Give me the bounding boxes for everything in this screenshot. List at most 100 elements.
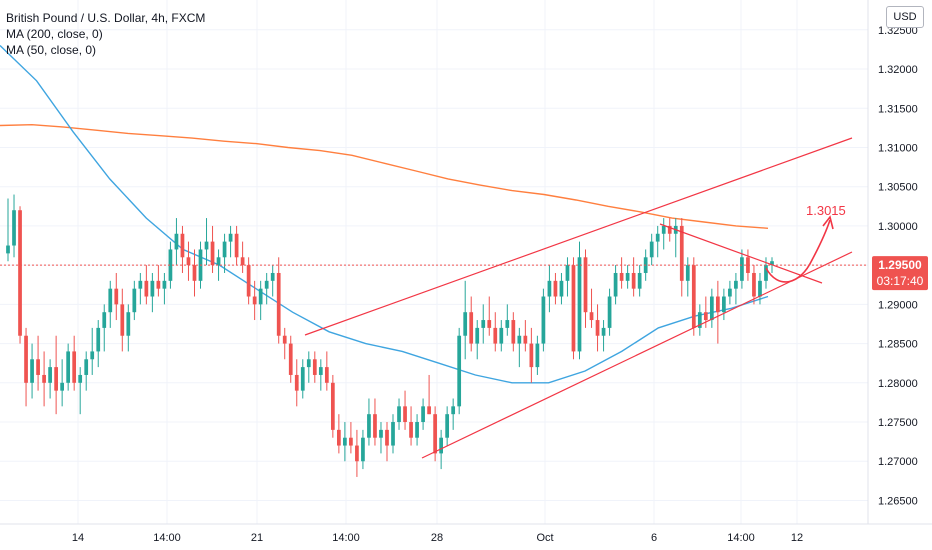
candle[interactable] (48, 359, 52, 399)
candle[interactable] (276, 257, 281, 344)
candle[interactable] (493, 312, 498, 352)
candle[interactable] (114, 272, 119, 321)
candle[interactable] (12, 194, 16, 258)
candle[interactable] (258, 280, 263, 321)
candle[interactable] (162, 272, 167, 305)
candle[interactable] (583, 249, 588, 328)
candle[interactable] (102, 304, 107, 352)
candle[interactable] (685, 257, 690, 297)
candle[interactable] (589, 288, 594, 328)
candle[interactable] (445, 406, 450, 446)
candle[interactable] (246, 257, 251, 305)
candle[interactable] (607, 288, 612, 336)
candle[interactable] (619, 257, 624, 289)
candle[interactable] (728, 280, 732, 305)
candle[interactable] (367, 398, 371, 446)
candle[interactable] (300, 359, 305, 399)
ma200-legend[interactable]: MA (200, close, 0) (6, 27, 103, 41)
candle[interactable] (120, 288, 125, 352)
candle[interactable] (288, 335, 293, 383)
candle[interactable] (679, 218, 684, 297)
candle[interactable] (24, 327, 28, 407)
candle[interactable] (144, 265, 149, 305)
candle[interactable] (553, 272, 558, 305)
candle[interactable] (174, 218, 179, 266)
candle[interactable] (138, 272, 143, 305)
candle[interactable] (409, 406, 413, 446)
candle[interactable] (499, 320, 504, 352)
candle[interactable] (379, 422, 383, 454)
candle[interactable] (391, 414, 395, 454)
candle[interactable] (535, 335, 540, 375)
candle[interactable] (397, 398, 401, 430)
candle[interactable] (330, 374, 335, 438)
descending-trendline[interactable] (659, 223, 823, 284)
ma200-line[interactable] (0, 123, 769, 229)
candle[interactable] (96, 320, 101, 368)
candle[interactable] (547, 265, 552, 313)
candle[interactable] (559, 272, 564, 305)
candle[interactable] (517, 327, 522, 368)
candle[interactable] (216, 249, 221, 281)
candle[interactable] (734, 272, 738, 305)
candle[interactable] (361, 429, 365, 470)
candle[interactable] (204, 218, 209, 266)
candle[interactable] (264, 272, 269, 305)
candle[interactable] (487, 296, 492, 336)
candle[interactable] (523, 320, 528, 352)
ma50-line[interactable] (0, 44, 769, 384)
candle[interactable] (36, 335, 40, 391)
candle[interactable] (156, 265, 161, 297)
candle[interactable] (541, 288, 546, 352)
channel-lower-trendline[interactable] (421, 251, 853, 459)
candle[interactable] (481, 304, 486, 344)
candle[interactable] (90, 327, 95, 375)
candle[interactable] (72, 335, 77, 391)
candle[interactable] (312, 351, 317, 383)
candle[interactable] (661, 218, 666, 250)
candle[interactable] (18, 206, 22, 344)
candle[interactable] (373, 398, 377, 446)
candle[interactable] (625, 265, 630, 289)
candle[interactable] (132, 280, 137, 321)
candle[interactable] (601, 320, 606, 352)
candle[interactable] (631, 257, 636, 297)
candle[interactable] (758, 272, 762, 305)
candle[interactable] (222, 233, 227, 273)
candle[interactable] (228, 225, 233, 258)
candle[interactable] (168, 241, 173, 289)
candle[interactable] (60, 359, 65, 407)
candle[interactable] (385, 422, 389, 462)
candle[interactable] (252, 280, 257, 321)
candle[interactable] (571, 257, 576, 360)
candle[interactable] (78, 367, 83, 415)
candle[interactable] (649, 233, 654, 266)
candle[interactable] (42, 351, 46, 407)
candle[interactable] (613, 265, 618, 305)
candle[interactable] (318, 359, 323, 391)
candle[interactable] (667, 218, 672, 242)
candle[interactable] (6, 198, 10, 262)
candle[interactable] (691, 257, 696, 336)
candle[interactable] (577, 241, 582, 360)
candle[interactable] (108, 280, 113, 328)
candle[interactable] (433, 406, 437, 462)
candle[interactable] (505, 304, 510, 336)
candle[interactable] (306, 351, 311, 383)
candle[interactable] (565, 257, 570, 297)
candle[interactable] (343, 422, 347, 462)
candle[interactable] (421, 398, 425, 430)
candle[interactable] (150, 272, 155, 313)
candle[interactable] (294, 359, 299, 407)
candle[interactable] (415, 414, 419, 446)
candle[interactable] (475, 320, 480, 360)
candle[interactable] (722, 288, 726, 321)
symbol-title[interactable]: British Pound / U.S. Dollar, 4h, FXCM (6, 11, 206, 25)
channel-upper-trendline[interactable] (304, 137, 853, 336)
candle[interactable] (66, 343, 71, 391)
candle[interactable] (529, 327, 534, 383)
candle[interactable] (697, 304, 702, 336)
candle[interactable] (30, 343, 34, 399)
candle[interactable] (709, 288, 714, 328)
candle[interactable] (451, 398, 456, 430)
